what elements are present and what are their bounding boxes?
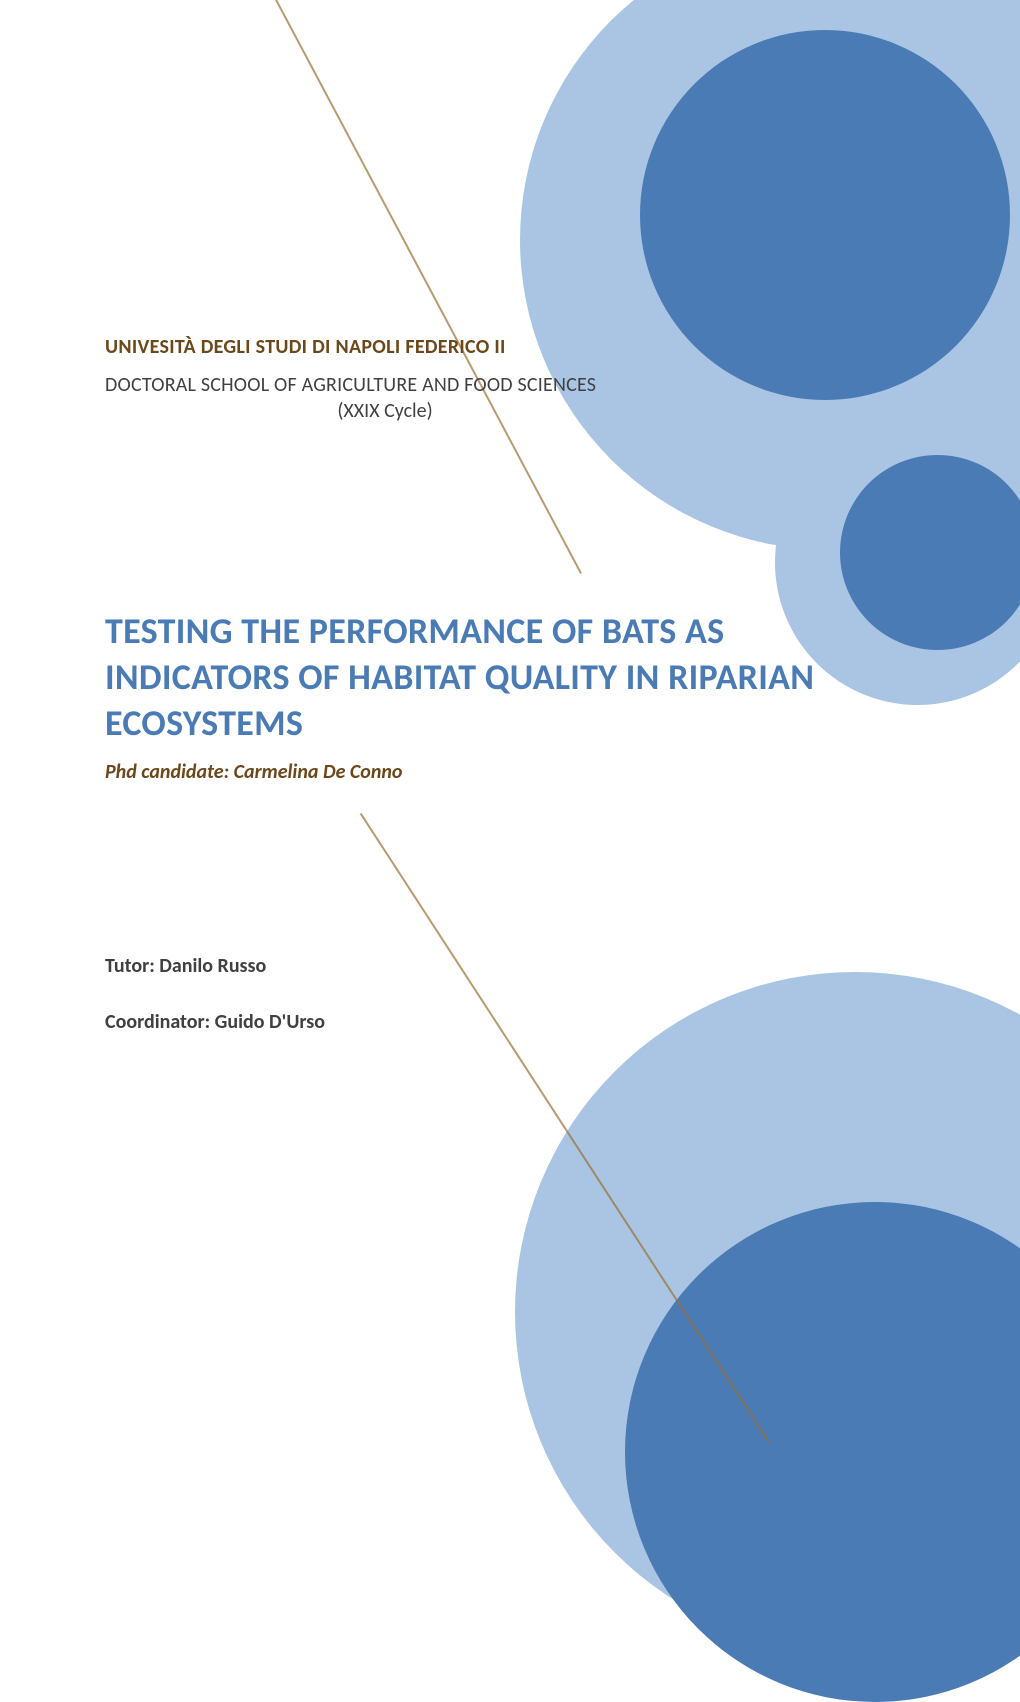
thesis-title: TESTING THE PERFORMANCE OF BATS AS INDIC… (105, 608, 825, 746)
cycle: (XXIX Cycle) (105, 399, 665, 423)
people-block: Tutor: Danilo Russo Coordinator: Guido D… (105, 954, 915, 1034)
thesis-cover-page: UNIVESITÀ DEGLI STUDI DI NAPOLI FEDERICO… (0, 0, 1020, 1442)
coordinator: Coordinator: Guido D'Urso (105, 1010, 915, 1034)
tutor: Tutor: Danilo Russo (105, 954, 915, 978)
content-block: UNIVESITÀ DEGLI STUDI DI NAPOLI FEDERICO… (0, 0, 1020, 1034)
university-name: UNIVESITÀ DEGLI STUDI DI NAPOLI FEDERICO… (105, 335, 915, 359)
doctoral-school: DOCTORAL SCHOOL OF AGRICULTURE AND FOOD … (105, 373, 915, 397)
title-block: TESTING THE PERFORMANCE OF BATS AS INDIC… (105, 608, 825, 784)
phd-candidate: Phd candidate: Carmelina De Conno (105, 760, 825, 784)
